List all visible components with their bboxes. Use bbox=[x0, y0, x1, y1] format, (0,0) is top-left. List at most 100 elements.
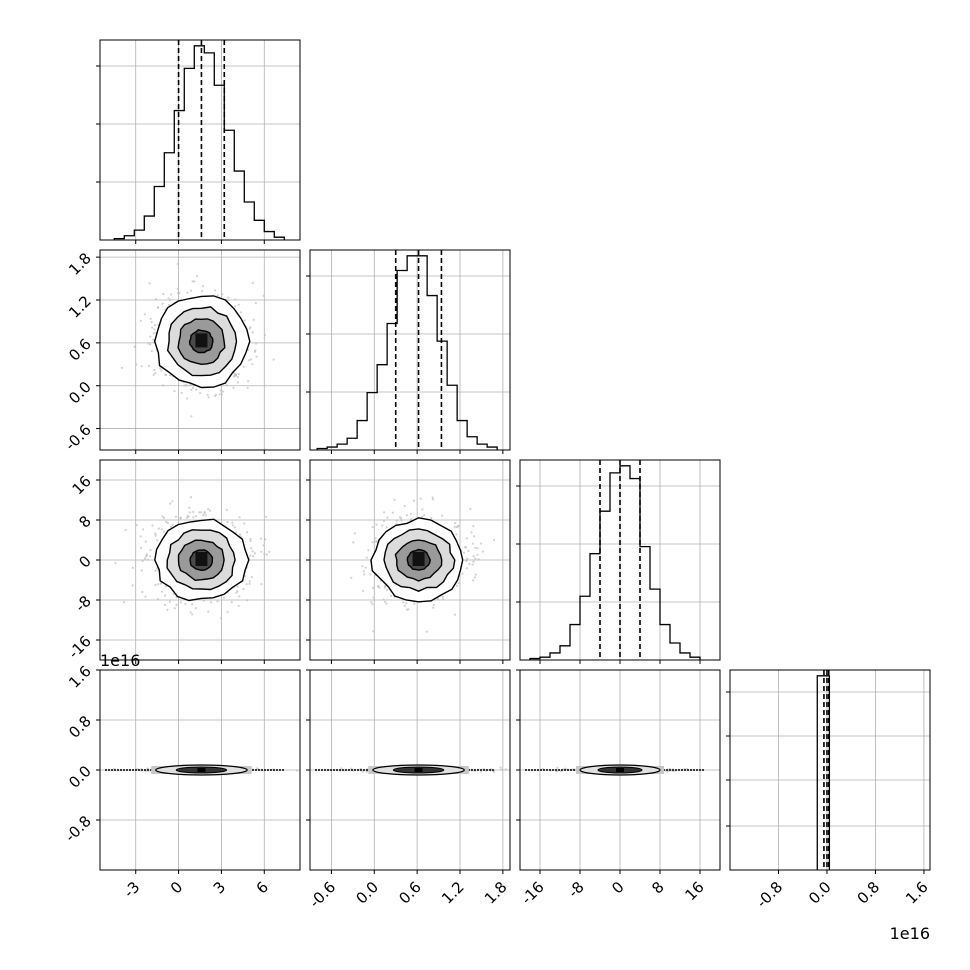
y-tick-label: -0.6 bbox=[61, 421, 94, 454]
x-tick-label: -0.8 bbox=[753, 878, 786, 911]
y-tick-label: 1.8 bbox=[65, 249, 95, 279]
scatter-point bbox=[423, 514, 426, 517]
scatter-point bbox=[234, 298, 237, 301]
scatter-point bbox=[254, 349, 257, 352]
scatter-point bbox=[504, 768, 507, 771]
scatter-point bbox=[164, 585, 167, 588]
scatter-point bbox=[251, 363, 254, 366]
scatter-point bbox=[165, 520, 168, 524]
scatter-point bbox=[140, 365, 143, 368]
axes-frame bbox=[309, 249, 511, 451]
scatter-point bbox=[230, 601, 233, 604]
panel-3-2 bbox=[306, 459, 511, 664]
scatter-point bbox=[152, 373, 155, 376]
scatter-point bbox=[144, 595, 147, 598]
scatter-point bbox=[225, 384, 228, 387]
scatter-point bbox=[268, 550, 271, 554]
scatter-point bbox=[402, 601, 405, 604]
scatter-point bbox=[191, 603, 194, 606]
scatter-point bbox=[142, 528, 145, 531]
scatter-point bbox=[256, 767, 259, 770]
scatter-point bbox=[225, 508, 228, 512]
scatter-point bbox=[207, 507, 210, 511]
scatter-point bbox=[431, 496, 434, 499]
scatter-point bbox=[432, 606, 435, 609]
scatter-point bbox=[167, 297, 170, 300]
scatter-point bbox=[162, 384, 165, 387]
scatter-point bbox=[174, 515, 178, 518]
scatter-point bbox=[210, 601, 213, 604]
scatter-point bbox=[405, 602, 408, 605]
scatter-point bbox=[231, 524, 235, 527]
x-tick-label: 8 bbox=[648, 878, 667, 897]
scatter-point bbox=[465, 537, 468, 540]
y-tick-label: 0.0 bbox=[65, 762, 95, 792]
panel-4-1: -3 0 3 6 -0.8 0.0 0.8 1.6 bbox=[61, 662, 301, 901]
scatter-point bbox=[371, 541, 374, 544]
scatter-point bbox=[220, 393, 223, 396]
scatter-point bbox=[236, 585, 239, 588]
scatter-point bbox=[157, 527, 160, 530]
scatter-point bbox=[236, 590, 239, 593]
scatter-point bbox=[252, 555, 255, 558]
scatter-point bbox=[143, 313, 146, 316]
scatter-point bbox=[474, 546, 477, 549]
scatter-point bbox=[191, 386, 195, 389]
scatter-point bbox=[184, 384, 187, 387]
x-tick-label: 3 bbox=[210, 878, 229, 897]
scatter-point bbox=[156, 598, 160, 601]
scatter-point bbox=[372, 596, 375, 599]
scatter-point bbox=[481, 550, 484, 553]
scatter-point bbox=[204, 514, 207, 517]
scatter-point bbox=[371, 586, 375, 590]
density-peak bbox=[412, 552, 425, 566]
scatter-point bbox=[179, 601, 183, 604]
scatter-point bbox=[140, 569, 143, 572]
scatter-point bbox=[237, 373, 240, 376]
scatter-point bbox=[375, 523, 378, 526]
scatter-point bbox=[152, 338, 155, 341]
scatter-point bbox=[244, 575, 247, 578]
scatter-point bbox=[232, 375, 235, 378]
scatter-point bbox=[371, 526, 374, 529]
scatter-point bbox=[471, 542, 474, 545]
scatter-point bbox=[386, 588, 389, 591]
scatter-point bbox=[162, 530, 166, 533]
scatter-point bbox=[410, 518, 413, 521]
scatter-point bbox=[153, 328, 156, 331]
scatter-point bbox=[462, 551, 466, 555]
scatter-point bbox=[260, 583, 263, 586]
scatter-point bbox=[250, 358, 253, 361]
scatter-point bbox=[233, 526, 236, 529]
density-peak bbox=[195, 552, 208, 566]
scatter-point bbox=[464, 546, 468, 549]
scatter-point bbox=[441, 595, 444, 599]
scatter-point bbox=[254, 342, 258, 345]
scatter-point bbox=[405, 514, 408, 517]
scatter-point bbox=[472, 555, 475, 558]
scatter-point bbox=[480, 542, 483, 545]
y-tick-label: 0.8 bbox=[65, 712, 95, 742]
x-tick-label: 0.6 bbox=[395, 878, 425, 908]
scatter-point bbox=[198, 511, 201, 514]
scatter-point bbox=[154, 371, 157, 375]
scatter-point bbox=[176, 262, 179, 265]
scatter-point bbox=[262, 294, 265, 297]
scatter-point bbox=[442, 598, 445, 601]
scatter-point bbox=[160, 528, 163, 531]
scatter-point bbox=[453, 525, 456, 529]
scatter-point bbox=[237, 604, 240, 608]
scatter-point bbox=[248, 359, 251, 362]
scatter-point bbox=[148, 282, 151, 285]
scatter-point bbox=[263, 334, 266, 337]
x-tick-label: -0.6 bbox=[306, 878, 339, 911]
scatter-point bbox=[255, 355, 258, 358]
scatter-point bbox=[441, 514, 444, 517]
scatter-point bbox=[139, 319, 142, 322]
scatter-point bbox=[123, 601, 126, 604]
scatter-point bbox=[162, 293, 165, 296]
scatter-point bbox=[226, 610, 229, 614]
scatter-point bbox=[154, 534, 157, 537]
scatter-point bbox=[242, 587, 245, 591]
